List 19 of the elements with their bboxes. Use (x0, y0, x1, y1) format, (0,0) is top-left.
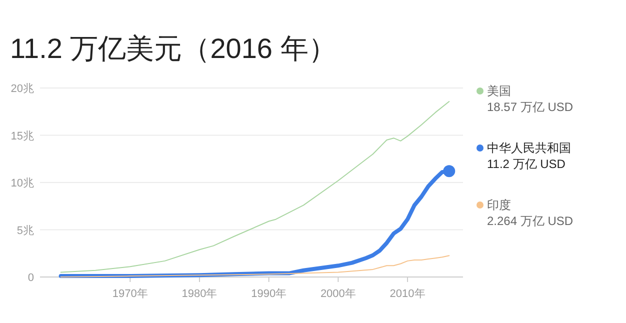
x-tick-label: 1990年 (251, 288, 287, 300)
y-tick-label: 15兆 (10, 129, 34, 142)
x-tick-label: 2000年 (320, 288, 356, 300)
x-tick-label: 1980年 (182, 288, 218, 300)
legend-label: 印度 (487, 198, 511, 212)
text: 11.2 万亿 USD (487, 157, 566, 171)
line-series (60, 101, 450, 273)
y-tick-label: 0 (28, 272, 34, 284)
text: 18.57 万亿 USD (487, 100, 574, 114)
legend-label: 中华人民共和国 (487, 141, 571, 155)
line-series (60, 255, 450, 278)
x-tick-label: 1970年 (112, 288, 148, 300)
y-tick-label: 5兆 (16, 224, 34, 237)
y-tick-label: 10兆 (10, 176, 34, 190)
legend-label: 美国 (487, 84, 511, 98)
x-tick-label: 2010年 (390, 288, 426, 300)
text: 2.264 万亿 USD (487, 214, 574, 228)
chart-title: 11.2 万亿美元（2016 年） (10, 33, 336, 64)
y-tick-label: 20兆 (10, 82, 34, 95)
